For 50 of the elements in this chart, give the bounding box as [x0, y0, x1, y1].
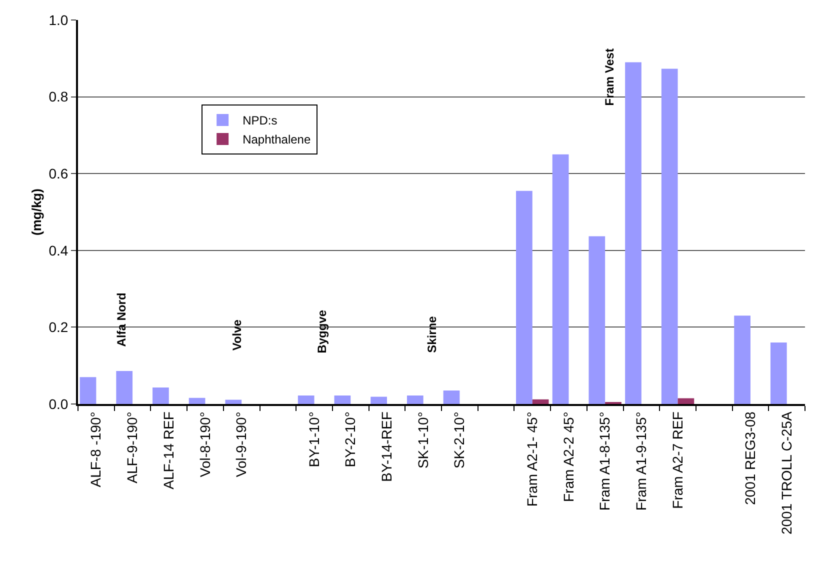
annotation: Skirne — [425, 316, 440, 353]
y-tick-label: 0.2 — [48, 319, 68, 336]
bar — [370, 396, 387, 404]
bar — [225, 400, 242, 404]
x-tick-label: BY-1-10° — [306, 412, 322, 468]
bar — [334, 396, 351, 404]
legend-label: Naphthalene — [242, 132, 311, 147]
bar — [532, 399, 549, 404]
x-tick-label: Fram A1-9-135° — [632, 412, 649, 511]
x-tick-label: Vol-8-190° — [196, 412, 213, 478]
x-tick-label: BY-14-REF — [378, 412, 395, 482]
x-tick-label: Fram A2-1- 45° — [524, 412, 540, 507]
bar — [552, 154, 569, 404]
x-tick-label: BY-2-10° — [342, 412, 358, 468]
y-tick-label: 1.0 — [48, 12, 68, 28]
y-axis-title: (mg/kg) — [29, 188, 44, 236]
annotation: Volve — [230, 319, 244, 351]
bar — [625, 62, 642, 404]
bar — [661, 68, 678, 404]
y-tick-label: 0.0 — [48, 396, 68, 412]
x-tick-label: ALF-9-190° — [124, 412, 140, 484]
annotation: Byggve — [315, 310, 330, 354]
bar — [678, 398, 694, 404]
x-tick-label: Fram A2-7 REF — [669, 412, 686, 509]
x-tick-label: ALF-8 -190° — [88, 412, 104, 488]
x-tick-label: Vol-9-190° — [233, 412, 250, 478]
x-tick-label: SK-2-10° — [451, 412, 468, 469]
bar — [116, 370, 133, 404]
bar — [734, 316, 750, 404]
bar — [406, 396, 424, 404]
legend-label: NPD:s — [242, 114, 278, 128]
bar — [188, 398, 206, 404]
bar — [770, 342, 787, 404]
x-tick-label: ALF-14 REF — [160, 412, 176, 490]
x-tick-label: Fram A2-2 45° — [560, 412, 576, 502]
y-tick-label: 0.6 — [48, 166, 68, 182]
bar — [152, 387, 169, 404]
x-tick-label: Fram A1-8-135° — [596, 412, 613, 511]
bar — [298, 396, 314, 404]
bar — [516, 190, 532, 404]
y-tick-label: 0.4 — [48, 242, 68, 258]
bar — [588, 236, 606, 404]
x-tick-label: 2001 TROLL C-25A — [778, 410, 794, 535]
x-tick-label: SK-1-10° — [414, 412, 431, 469]
x-tick-label: 2001 REG3-08 — [742, 411, 758, 506]
y-tick-label: 0.8 — [48, 88, 68, 105]
bar — [80, 377, 96, 404]
bar — [443, 390, 460, 404]
annotation: Alfa Nord — [114, 292, 129, 347]
annotation: Fram Vest — [602, 48, 617, 106]
